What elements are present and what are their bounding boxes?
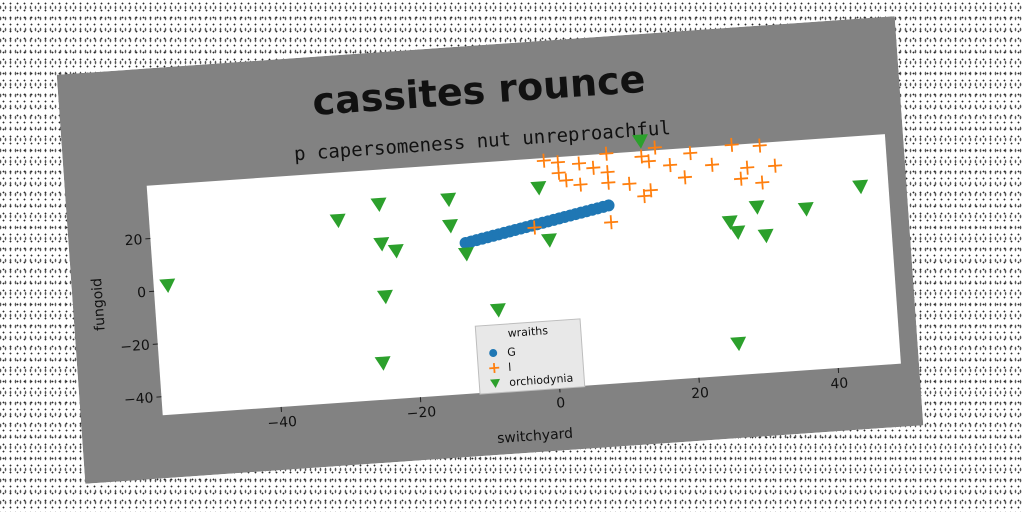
data-point xyxy=(637,189,652,204)
data-point xyxy=(730,336,747,352)
x-tick-label: 20 xyxy=(691,385,710,402)
data-point xyxy=(683,146,698,161)
data-point xyxy=(373,237,390,252)
data-point xyxy=(602,199,615,212)
data-point xyxy=(159,278,176,294)
data-point xyxy=(540,233,557,248)
y-axis: −40 −20 0 20 xyxy=(120,232,162,408)
data-point xyxy=(586,160,601,175)
x-axis: −40 −20 0 20 40 xyxy=(267,367,849,432)
data-point xyxy=(536,153,551,168)
data-marks xyxy=(159,134,869,371)
data-point xyxy=(376,289,393,305)
data-point xyxy=(852,179,869,195)
series-G xyxy=(459,199,615,249)
data-point xyxy=(729,225,746,240)
series-orchiodynia xyxy=(159,134,869,371)
data-point xyxy=(768,158,783,173)
data-point xyxy=(641,154,656,169)
legend-marker xyxy=(489,362,500,374)
x-axis-label: switchyard xyxy=(497,426,574,447)
data-point xyxy=(374,356,391,371)
x-tick-label: −20 xyxy=(406,404,437,422)
legend-marker xyxy=(490,378,501,388)
data-point xyxy=(329,213,346,229)
data-point xyxy=(441,218,458,234)
data-point xyxy=(530,180,547,196)
data-point xyxy=(755,175,770,190)
y-tick-label: 20 xyxy=(124,232,143,249)
data-point xyxy=(757,228,774,244)
data-point xyxy=(663,158,678,173)
data-point xyxy=(489,303,506,318)
data-point xyxy=(721,215,738,230)
data-point xyxy=(647,140,662,155)
data-point xyxy=(387,243,404,259)
y-tick-label: 0 xyxy=(137,285,147,302)
data-point xyxy=(573,177,588,192)
data-point xyxy=(724,137,739,152)
data-point xyxy=(457,247,474,262)
data-point xyxy=(527,220,542,235)
legend-title: wraiths xyxy=(507,324,548,340)
data-point xyxy=(752,138,767,153)
series-l xyxy=(527,137,783,235)
y-tick-label: −40 xyxy=(123,390,154,408)
data-point xyxy=(740,160,755,175)
data-point xyxy=(370,197,387,212)
legend-entry-label: l xyxy=(508,361,512,374)
data-point xyxy=(748,200,765,215)
data-point xyxy=(559,173,574,188)
legend-entry-label: orchiodynia xyxy=(509,372,574,389)
chart-figure: cassites rounce p capersomeness nut unre… xyxy=(56,16,924,484)
data-point xyxy=(797,202,814,217)
data-point xyxy=(604,215,619,230)
legend-marker xyxy=(489,349,498,358)
data-point xyxy=(571,156,587,171)
scatter-chart: cassites rounce p capersomeness nut unre… xyxy=(56,16,924,484)
legend-box xyxy=(474,318,586,395)
y-axis-label: fungoid xyxy=(89,277,109,331)
legend-entry-label: G xyxy=(507,345,516,359)
y-tick-label: −20 xyxy=(120,338,151,356)
data-point xyxy=(632,134,648,149)
plot-area xyxy=(146,134,901,416)
x-tick-label: 0 xyxy=(556,395,566,412)
data-point xyxy=(733,171,749,186)
x-tick-label: 40 xyxy=(830,375,849,392)
data-point xyxy=(440,192,457,208)
data-point xyxy=(599,146,614,161)
x-tick-label: −40 xyxy=(267,414,298,432)
data-point xyxy=(677,170,692,185)
data-point xyxy=(551,165,566,180)
data-point xyxy=(705,157,720,172)
data-point xyxy=(622,176,637,191)
data-point xyxy=(601,175,616,190)
